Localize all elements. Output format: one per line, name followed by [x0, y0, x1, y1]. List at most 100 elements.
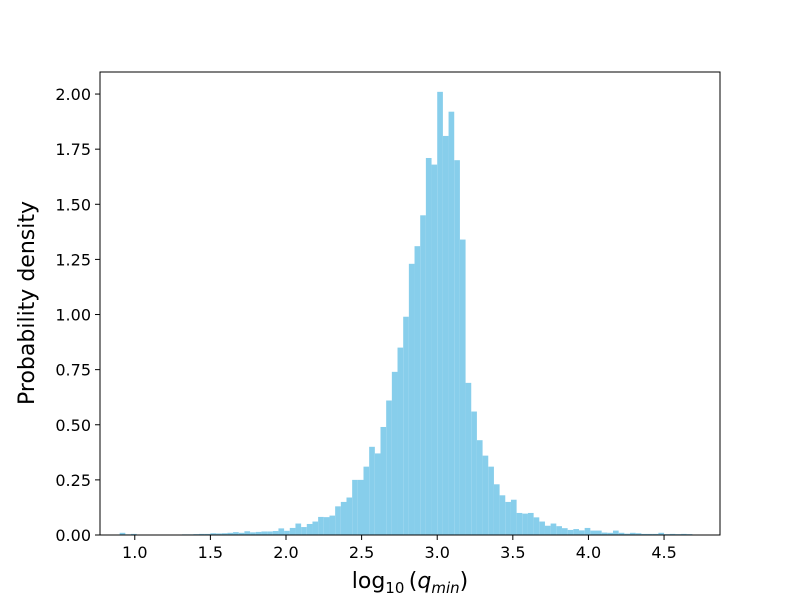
histogram-bar: [295, 523, 302, 535]
y-tick-label: 0.50: [55, 416, 91, 435]
histogram-bar: [681, 533, 687, 535]
histogram-bar: [346, 497, 353, 535]
histogram-bar: [216, 533, 222, 535]
histogram-bar: [289, 527, 296, 535]
histogram-bar: [510, 499, 517, 535]
histogram-bar: [119, 532, 126, 535]
x-tick-label: 3.0: [424, 543, 449, 562]
histogram-bar: [641, 533, 648, 535]
histogram-bar: [550, 523, 557, 535]
histogram-bar: [647, 533, 653, 535]
histogram-bar: [233, 532, 239, 535]
histogram-bar: [238, 532, 245, 535]
histogram-bar: [374, 453, 381, 535]
histogram-bar: [244, 531, 251, 535]
histogram-bar: [488, 466, 494, 535]
histogram-bar: [618, 532, 625, 535]
histogram-bar: [499, 495, 506, 535]
histogram-bar: [204, 533, 211, 535]
histogram-bar: [459, 239, 466, 535]
histogram-bar: [272, 531, 279, 535]
histogram-bar: [465, 382, 472, 535]
histogram-bar: [221, 533, 228, 535]
histogram-bar: [323, 517, 330, 535]
histogram-bar: [601, 532, 608, 535]
histogram-bar: [561, 528, 568, 535]
y-axis-ticks: 0.00 0.25 0.50 0.75 1.00 1.25 1.50 1.75 2.00: [55, 85, 100, 545]
y-tick-label: 1.75: [55, 140, 91, 159]
x-axis-ticks: 1.0 1.5 2.0 2.5 3.0 3.5 4.0 4.5: [122, 535, 677, 562]
histogram-bar: [250, 532, 256, 535]
y-tick-label: 1.00: [55, 306, 91, 325]
histogram-bar: [397, 347, 404, 535]
y-axis-label: Probability density: [15, 201, 40, 405]
x-tick-label: 1.0: [122, 543, 147, 562]
histogram-bar: [386, 400, 392, 535]
histogram-bar: [131, 533, 137, 535]
histogram-bar: [255, 531, 262, 535]
histogram-bar: [539, 521, 545, 535]
x-tick-label: 4.0: [576, 543, 601, 562]
x-tick-label: 4.5: [651, 543, 676, 562]
histogram-bar: [340, 501, 347, 535]
histogram-bar: [267, 531, 273, 535]
histogram-bar: [335, 506, 341, 535]
histogram-bar: [635, 533, 642, 535]
histogram-bar: [442, 135, 449, 535]
histogram-bar: [312, 521, 319, 535]
histogram-bar: [658, 532, 665, 535]
x-tick-label: 2.5: [349, 543, 374, 562]
histogram-bar: [544, 525, 551, 535]
histogram-bar: [482, 455, 489, 535]
histogram-bar: [527, 512, 534, 535]
x-axis-label: log10 (qmin): [352, 569, 468, 597]
x-tick-label: 1.5: [198, 543, 223, 562]
y-tick-label: 1.25: [55, 250, 91, 269]
histogram-bar: [352, 479, 358, 535]
histogram-bar: [369, 446, 375, 535]
histogram-bar: [556, 526, 562, 535]
histogram-bar: [624, 533, 631, 535]
histogram-bar: [533, 517, 540, 535]
histogram-bar: [437, 91, 443, 535]
y-tick-label: 1.50: [55, 195, 91, 214]
y-tick-label: 0.25: [55, 471, 91, 490]
histogram-bar: [318, 516, 324, 535]
histogram-bar: [199, 533, 205, 535]
histogram-bar: [420, 215, 426, 535]
plot-area-frame: [99, 71, 721, 536]
histogram-bar: [431, 164, 438, 535]
histogram-bar: [652, 533, 659, 535]
histogram-bar: [329, 515, 336, 535]
histogram-bar: [284, 530, 290, 535]
histogram-bar: [408, 263, 415, 535]
histogram-bar: [227, 532, 234, 535]
histogram-bar: [363, 466, 370, 535]
histogram-bar: [584, 527, 591, 535]
histogram-bar: [590, 530, 596, 535]
histogram-bar: [669, 533, 676, 535]
histogram-bar: [476, 440, 483, 535]
histogram-bar: [261, 531, 268, 535]
y-tick-label: 0.75: [55, 361, 91, 380]
histogram-bar: [454, 160, 460, 535]
histogram-bar: [471, 411, 477, 535]
y-tick-label: 2.00: [55, 85, 91, 104]
histogram-bar: [210, 533, 217, 535]
bars-group: [119, 91, 693, 536]
histogram-bar: [391, 371, 398, 535]
histogram-bar: [493, 484, 500, 535]
histogram-bar: [357, 479, 364, 535]
histogram-bar: [448, 111, 455, 535]
histogram-bar: [607, 532, 614, 535]
histogram-bar: [425, 157, 432, 536]
histogram-bar: [567, 529, 574, 535]
histogram-bar: [380, 426, 387, 535]
histogram-bar: [516, 512, 523, 535]
y-tick-label: 0.00: [55, 526, 91, 545]
x-tick-label: 2.0: [273, 543, 298, 562]
histogram-bar: [613, 530, 619, 535]
histogram-bar: [578, 530, 585, 535]
histogram-bar: [403, 316, 409, 535]
